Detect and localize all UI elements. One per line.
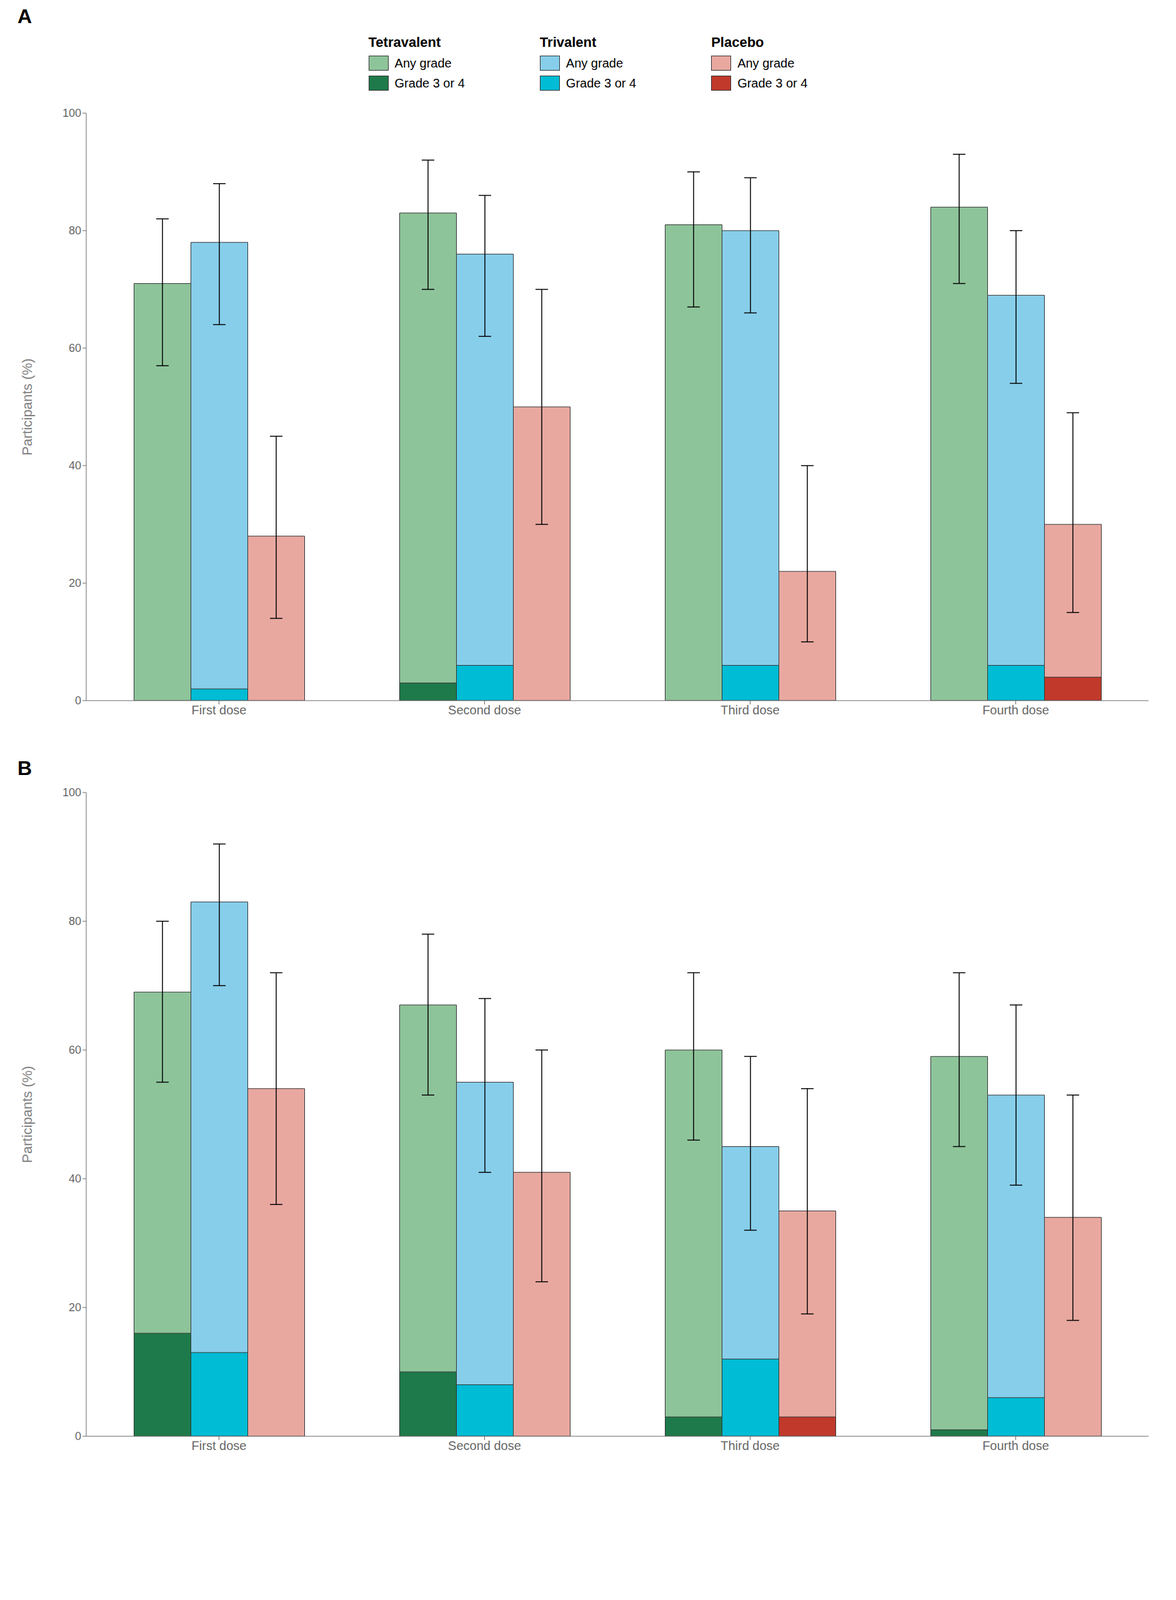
html-text:Grade 3 or 4: Grade 3 or 4 (566, 75, 637, 90)
svg-text:Second dose: Second dose (448, 702, 522, 717)
svg-text:60: 60 (68, 1043, 82, 1057)
svg-text:0: 0 (74, 694, 82, 707)
svg-text:Second dose: Second dose (448, 1438, 522, 1453)
svg-text:80: 80 (68, 914, 82, 928)
svg-text:60: 60 (68, 341, 82, 355)
svg-text:First dose: First dose (191, 702, 247, 717)
html-text:Grade 3 or 4: Grade 3 or 4 (737, 75, 808, 90)
html-text:Trivalent: Trivalent (539, 34, 597, 50)
svg-text:20: 20 (68, 576, 82, 590)
svg-text:40: 40 (68, 459, 82, 472)
html-text:Tetravalent: Tetravalent (368, 34, 441, 50)
svg-text:100: 100 (62, 106, 82, 120)
html-text:Any grade: Any grade (566, 55, 623, 70)
html-text:Any grade: Any grade (394, 55, 452, 70)
svg-text:Fourth dose: Fourth dose (982, 702, 1050, 717)
html-text:Any grade: Any grade (737, 55, 795, 70)
html-text:B: B (17, 756, 32, 780)
html-text:Placebo: Placebo (711, 34, 764, 50)
svg-text:Fourth dose: Fourth dose (982, 1438, 1050, 1453)
html-text:Grade 3 or 4: Grade 3 or 4 (394, 75, 465, 90)
svg-text:First dose: First dose (191, 1438, 247, 1453)
svg-text:40: 40 (68, 1172, 82, 1185)
svg-text:Participants (%): Participants (%) (19, 1065, 35, 1163)
html-text:A: A (17, 4, 32, 28)
svg-text:Participants (%): Participants (%) (19, 358, 35, 455)
svg-text:Third dose: Third dose (720, 1438, 780, 1453)
svg-text:80: 80 (68, 224, 82, 237)
svg-text:0: 0 (74, 1429, 82, 1443)
svg-text:100: 100 (62, 786, 82, 799)
svg-text:Third dose: Third dose (720, 702, 780, 717)
svg-text:20: 20 (68, 1300, 82, 1314)
